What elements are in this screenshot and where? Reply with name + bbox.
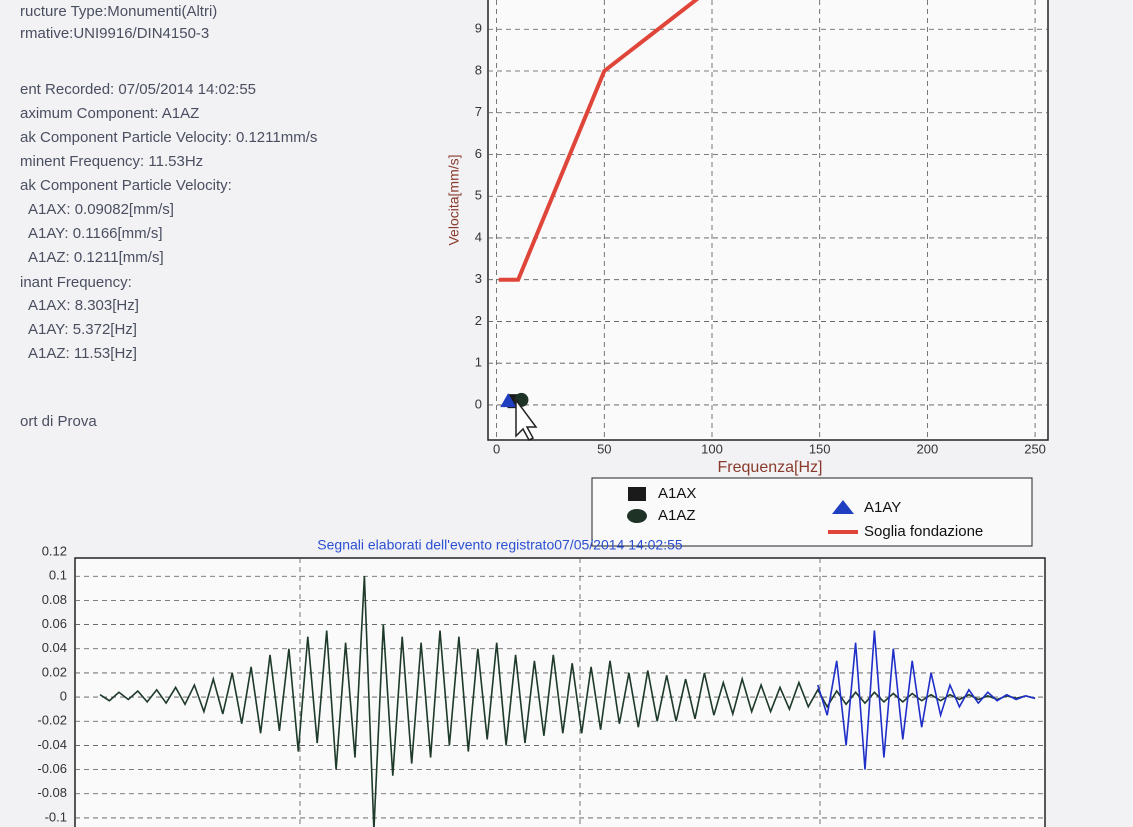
y-tick-label: 4 (475, 229, 482, 244)
legend-swatch (628, 487, 646, 501)
plot-area (74, 557, 1046, 827)
legend-swatch (832, 500, 854, 514)
legend-label: A1AX (658, 485, 696, 502)
plot-top (488, 0, 1048, 440)
y-tick-label: 0.04 (42, 640, 67, 655)
y-tick-label: 7 (475, 104, 482, 119)
x-tick-label: 250 (1024, 441, 1046, 456)
info-line: inant Frequency: (20, 274, 132, 291)
info-line: rmative:UNI9916/DIN4150-3 (20, 25, 209, 42)
info-line: A1AZ: 0.1211[mm/s] (28, 249, 164, 266)
chart-title: Segnali elaborati dell'evento registrato… (317, 537, 683, 553)
y-tick-label: 0.02 (42, 664, 67, 679)
y-tick-label: 0.06 (42, 616, 67, 631)
y-tick-label: -0.1 (45, 809, 67, 824)
x-axis-label: Frequenza[Hz] (718, 459, 823, 476)
x-tick-label: 50 (597, 441, 611, 456)
info-line: A1AZ: 11.53[Hz] (28, 345, 137, 362)
y-tick-label: -0.08 (37, 785, 67, 800)
legend-swatch (627, 509, 647, 523)
y-tick-label: 1 (475, 355, 482, 370)
legend-label: A1AY (864, 499, 901, 516)
info-line: A1AY: 0.1166[mm/s] (28, 225, 163, 242)
y-tick-label: 6 (475, 146, 482, 161)
y-tick-label: 2 (475, 313, 482, 328)
info-line: ructure Type:Monumenti(Altri) (20, 3, 217, 20)
info-line: aximum Component: A1AZ (20, 105, 199, 122)
plot-bottom (75, 558, 1045, 827)
info-line: ak Component Particle Velocity: (20, 177, 232, 194)
y-tick-label: -0.06 (37, 761, 67, 776)
mouse-cursor (515, 397, 538, 441)
signal-line (817, 630, 1036, 770)
y-tick-label: -0.04 (37, 737, 67, 752)
x-tick-label: 100 (701, 441, 723, 456)
legend (591, 477, 1033, 547)
x-tick-label: 0 (493, 441, 500, 456)
legend-label: Soglia fondazione (864, 523, 983, 540)
info-line: ent Recorded: 07/05/2014 14:02:55 (20, 81, 256, 98)
info-line: A1AX: 8.303[Hz] (28, 297, 139, 314)
info-line: minent Frequency: 11.53Hz (20, 153, 203, 170)
y-tick-label: 0 (475, 396, 482, 411)
info-line: A1AY: 5.372[Hz] (28, 321, 137, 338)
y-tick-label: 9 (475, 21, 482, 36)
marker (500, 393, 517, 408)
x-tick-label: 200 (917, 441, 939, 456)
plot-area (487, 0, 1049, 441)
y-tick-label: 0.08 (42, 592, 67, 607)
legend-label: A1AZ (658, 507, 696, 524)
info-line: ak Component Particle Velocity: 0.1211mm… (20, 129, 317, 146)
info-line: A1AX: 0.09082[mm/s] (28, 201, 174, 218)
y-tick-label: 8 (475, 62, 482, 77)
y-tick-label: 3 (475, 271, 482, 286)
y-tick-label: 0.12 (42, 543, 67, 558)
x-tick-label: 150 (809, 441, 831, 456)
info-line: ort di Prova (20, 413, 97, 430)
threshold-line (498, 0, 700, 282)
y-axis-label: Velocita[mm/s] (446, 154, 462, 245)
y-tick-label: 0 (60, 689, 67, 704)
y-tick-label: 5 (475, 188, 482, 203)
y-tick-label: -0.02 (37, 713, 67, 728)
y-tick-label: 0.1 (49, 568, 67, 583)
